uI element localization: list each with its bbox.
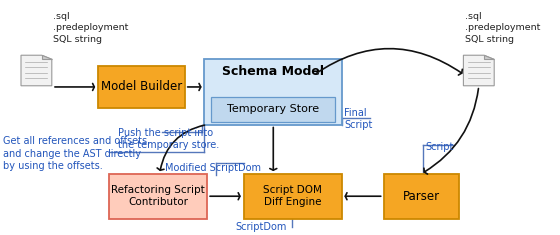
FancyBboxPatch shape bbox=[211, 97, 335, 122]
Text: Script DOM
Diff Engine: Script DOM Diff Engine bbox=[263, 185, 322, 207]
Text: Modified ScriptDom: Modified ScriptDom bbox=[165, 163, 261, 173]
FancyBboxPatch shape bbox=[244, 174, 342, 219]
Polygon shape bbox=[41, 55, 52, 59]
FancyBboxPatch shape bbox=[384, 174, 459, 219]
Text: Schema Model: Schema Model bbox=[222, 65, 324, 78]
Text: ScriptDom: ScriptDom bbox=[236, 222, 287, 232]
FancyBboxPatch shape bbox=[204, 59, 342, 125]
FancyBboxPatch shape bbox=[98, 66, 185, 108]
Polygon shape bbox=[464, 55, 494, 86]
Text: Push the script into
the temporary store.: Push the script into the temporary store… bbox=[118, 128, 219, 150]
Text: Refactoring Script
Contributor: Refactoring Script Contributor bbox=[111, 185, 205, 207]
Text: Model Builder: Model Builder bbox=[101, 80, 182, 94]
FancyBboxPatch shape bbox=[109, 174, 207, 219]
Text: Script: Script bbox=[426, 142, 454, 152]
Polygon shape bbox=[21, 55, 52, 86]
Text: Get all references and offsets,
and change the AST directly
by using the offsets: Get all references and offsets, and chan… bbox=[3, 136, 150, 171]
Text: Final
Script: Final Script bbox=[344, 108, 373, 130]
Text: .sql
.predeployment
SQL string: .sql .predeployment SQL string bbox=[53, 12, 129, 44]
Text: Temporary Store: Temporary Store bbox=[227, 104, 319, 114]
Polygon shape bbox=[484, 55, 494, 59]
Text: .sql
.predeployment
SQL string: .sql .predeployment SQL string bbox=[465, 12, 540, 44]
Text: Parser: Parser bbox=[403, 190, 440, 203]
